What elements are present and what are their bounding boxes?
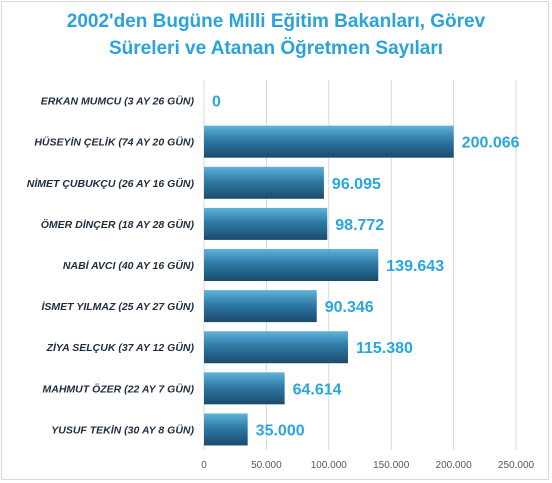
value-label: 64.614: [293, 381, 342, 398]
bar: [204, 207, 328, 240]
chart-title: 2002'den Bugüne Milli Eğitim Bakanları, …: [0, 8, 552, 62]
category-label: YUSUF TEKİN (30 AY 8 GÜN): [51, 423, 194, 436]
chart-title-line-1: 2002'den Bugüne Milli Eğitim Bakanları, …: [66, 11, 486, 32]
x-tick-label: 100.000: [311, 460, 348, 471]
category-label: MAHMUT ÖZER (22 AY 7 GÜN): [43, 382, 195, 395]
category-label: ÖMER DİNÇER (18 AY 28 GÜN): [41, 218, 195, 231]
bar: [204, 331, 348, 364]
chart-title-line-2: Süreleri ve Atanan Öğretmen Sayıları: [108, 38, 444, 59]
x-tick-label: 50.000: [251, 460, 282, 471]
value-label: 0: [212, 94, 221, 111]
bar: [204, 125, 454, 158]
category-label: HÜSEYİN ÇELİK (74 AY 20 GÜN): [34, 136, 194, 149]
x-tick-label: 0: [201, 460, 207, 471]
bar: [204, 249, 379, 281]
bar: [204, 166, 324, 199]
bar: [204, 372, 285, 405]
x-tick-label: 250.000: [498, 460, 535, 471]
category-labels: ERKAN MUMCU (3 AY 26 GÜN) HÜSEYİN ÇELİK (…: [27, 95, 195, 437]
value-labels: 0 200.066 96.095 98.772 139.643 90.346 115.380…: [212, 94, 520, 440]
value-label: 139.643: [386, 258, 444, 275]
bar: [204, 413, 248, 446]
value-label: 35.000: [256, 422, 305, 439]
value-label: 115.380: [356, 340, 413, 357]
category-label: NİMET ÇUBUKÇU (26 AY 16 GÜN): [27, 177, 195, 190]
x-tick-label: 150.000: [373, 460, 410, 471]
value-label: 90.346: [325, 299, 374, 316]
x-axis-ticks: 0 50.000 100.000 150.000 200.000 250.000: [201, 460, 534, 471]
x-tick-label: 200.000: [436, 460, 473, 471]
value-label: 96.095: [332, 176, 381, 193]
value-label: 200.066: [462, 135, 520, 152]
bars: [204, 125, 454, 446]
category-label: ZİYA SELÇUK (37 AY 12 GÜN): [46, 341, 195, 354]
category-label: ERKAN MUMCU (3 AY 26 GÜN): [41, 95, 195, 108]
category-label: İSMET YILMAZ (25 AY 27 GÜN): [42, 300, 195, 313]
value-label: 98.772: [335, 217, 384, 234]
category-label: NABİ AVCI (40 AY 16 GÜN): [63, 259, 195, 272]
bar: [204, 290, 317, 323]
